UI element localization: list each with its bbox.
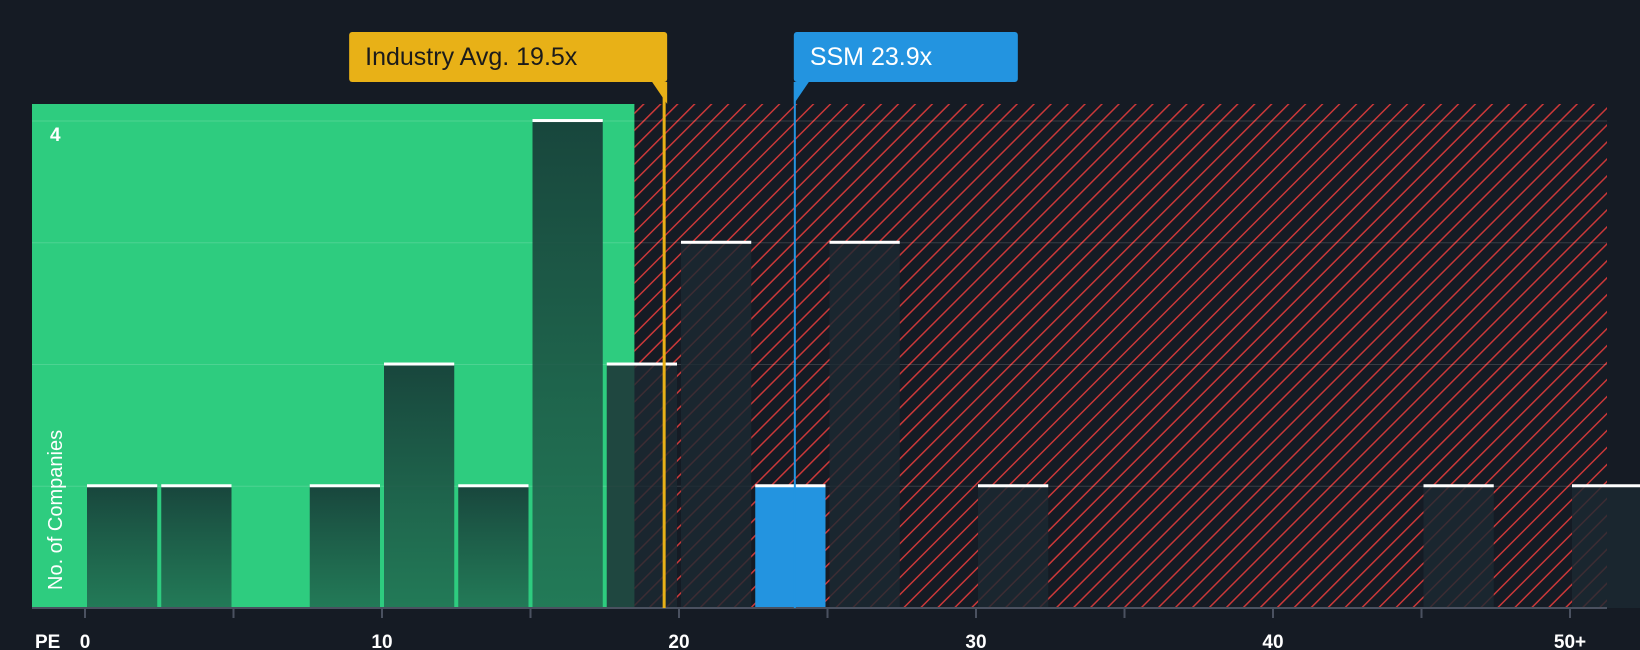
bar-top-line <box>978 484 1049 488</box>
histogram-bar <box>532 121 603 608</box>
industry-marker-box <box>349 32 668 82</box>
company-marker-label: SSM 23.9x <box>810 43 933 71</box>
histogram-bar <box>681 242 752 609</box>
x-tick-label: 50+ <box>1554 632 1586 650</box>
histogram-bar <box>978 486 1049 608</box>
bar-top-line <box>384 362 455 366</box>
histogram-bar <box>161 486 232 608</box>
bar-top-line <box>161 484 232 488</box>
x-tick-label: 30 <box>965 632 986 650</box>
company-marker-box <box>793 32 1018 82</box>
x-axis-title: PE <box>35 632 60 650</box>
bar-top-line <box>755 484 826 488</box>
bar-top-line <box>1423 484 1494 488</box>
bar-top-line <box>532 119 603 123</box>
histogram-bar <box>606 364 677 608</box>
x-tick-label: 0 <box>80 632 91 650</box>
bar-top-line <box>87 484 158 488</box>
x-tick-label: 20 <box>668 632 689 650</box>
x-tick-label: 40 <box>1262 632 1283 650</box>
histogram-bar <box>384 364 455 608</box>
histogram-bar <box>87 486 158 608</box>
histogram-bar <box>1423 486 1494 608</box>
histogram-bar <box>829 242 900 609</box>
bar-top-line <box>309 484 380 488</box>
bar-top-line <box>829 240 900 244</box>
bar-top-line <box>458 484 529 488</box>
company-marker-pointer <box>793 82 809 104</box>
x-tick-label: 10 <box>371 632 392 650</box>
bar-top-line <box>681 240 752 244</box>
y-axis-title: No. of Companies <box>45 430 67 590</box>
y-tick-label: 4 <box>50 125 61 146</box>
histogram-bar <box>458 486 529 608</box>
highlight-bar <box>755 486 826 608</box>
bar-top-line <box>1572 484 1640 488</box>
histogram-bar <box>309 486 380 608</box>
industry-marker-label: Industry Avg. 19.5x <box>365 43 578 71</box>
histogram-bar <box>1572 486 1640 608</box>
industry-marker-pointer <box>652 82 668 104</box>
bar-top-line <box>606 362 677 366</box>
